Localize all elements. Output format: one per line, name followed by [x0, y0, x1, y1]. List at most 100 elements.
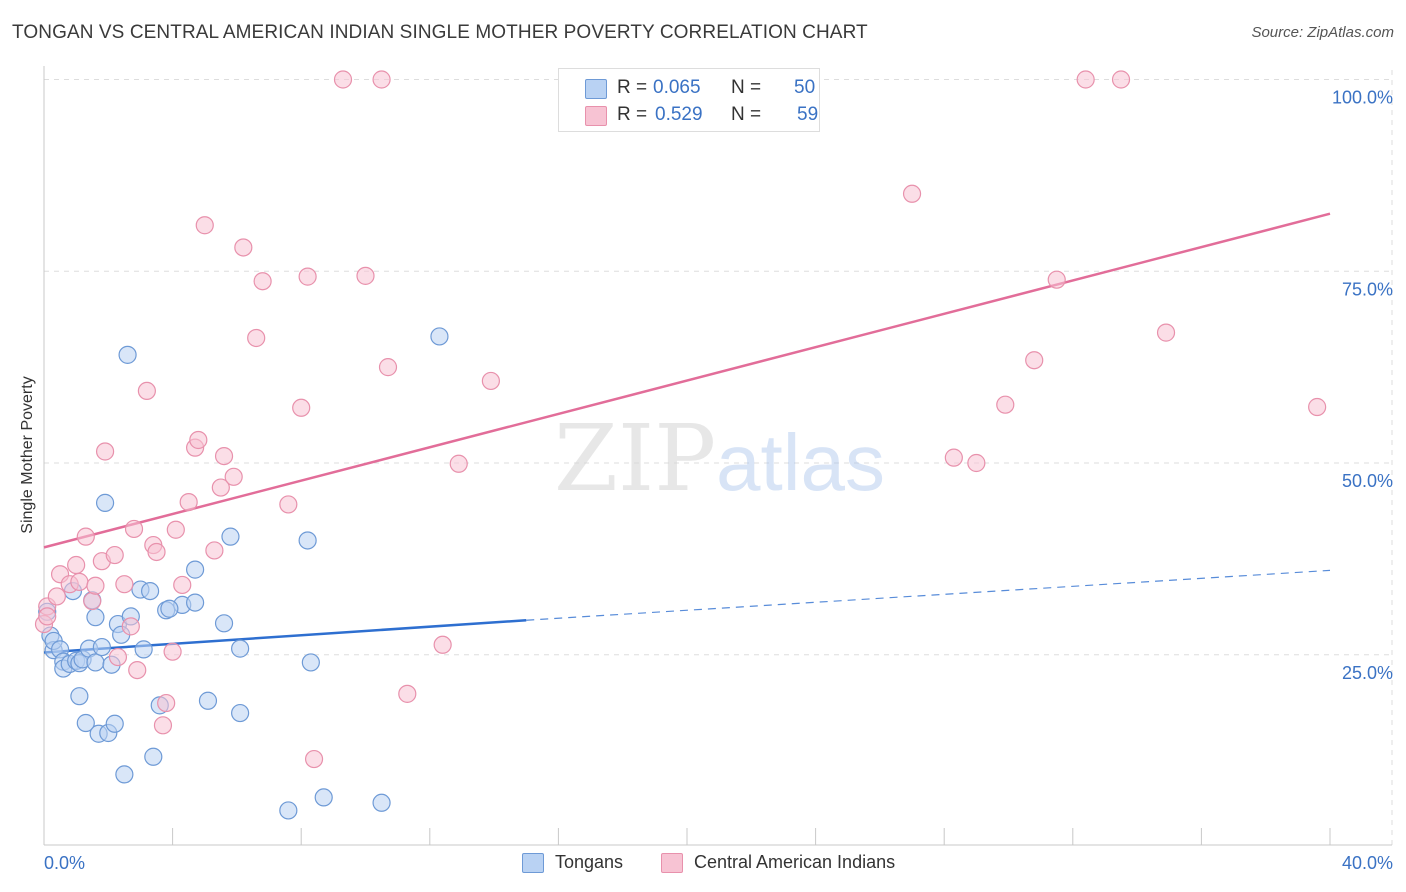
tongan-point: [144, 747, 163, 766]
central-american-indian-point: [108, 647, 128, 667]
central-american-indian-point: [124, 519, 144, 539]
central-american-indian-point: [944, 448, 963, 467]
legend-r-label: R =: [617, 77, 648, 98]
central-american-indian-point: [105, 545, 124, 565]
central-american-indian-point: [247, 328, 266, 348]
central-american-indian-point: [967, 453, 986, 473]
tongan-point: [298, 531, 317, 550]
central-american-indian-point: [67, 555, 86, 575]
central-american-indian-point: [205, 541, 224, 560]
tick-labels: 25.0% 50.0% 75.0% 100.0% 0.0% 40.0%: [44, 88, 1393, 874]
tongan-trend-line: [43, 618, 527, 654]
central-american-indian-point: [153, 716, 173, 735]
tongan-point: [92, 637, 111, 657]
y-tick-label: 75.0%: [1342, 279, 1393, 299]
central-american-indian-point: [372, 70, 391, 89]
central-american-indian-point: [157, 693, 176, 713]
central-american-indian-point: [1111, 70, 1131, 89]
central-american-indian-point: [195, 216, 214, 235]
tongan-point: [221, 527, 240, 546]
tongan-point: [231, 703, 250, 723]
bottom-legend-swatch-central-american-indians: [661, 853, 683, 873]
central-american-indian-point: [996, 395, 1015, 414]
central-american-indian-point: [86, 576, 105, 595]
y-tick-label: 25.0%: [1342, 663, 1393, 683]
central-american-indian-point: [1156, 323, 1176, 342]
central-american-indian-point: [115, 575, 134, 594]
central-american-indian-point: [163, 642, 182, 661]
data-points: [34, 70, 1327, 820]
central-american-indian-point: [38, 607, 57, 626]
central-american-indian-point: [76, 527, 95, 546]
tongan-point: [118, 345, 137, 364]
x-tick-label: 40.0%: [1342, 853, 1393, 873]
central-american-indian-point: [253, 272, 272, 291]
tongan-point: [301, 653, 320, 672]
central-american-indian-point: [83, 591, 102, 611]
central-american-indian-point: [121, 617, 140, 636]
tongan-point: [86, 653, 105, 672]
bottom-legend-label-central-american-indians: Central American Indians: [694, 852, 896, 872]
tongan-point: [70, 687, 89, 706]
tongan-point: [430, 327, 449, 346]
legend-r-value: 0.065: [653, 77, 701, 98]
x-tick-label: 0.0%: [44, 853, 85, 873]
bottom-legend-label-tongans: Tongans: [555, 852, 624, 872]
central-american-indian-point: [433, 635, 452, 654]
tongan-point: [214, 614, 234, 633]
tongan-point: [86, 608, 105, 627]
tongan-point: [76, 713, 95, 733]
central-american-indian-point: [173, 575, 192, 595]
central-american-indian-point: [224, 467, 243, 486]
central-american-indian-point: [902, 184, 922, 203]
grid-lines: [44, 70, 1393, 845]
central-american-indian-point: [356, 266, 375, 285]
central-american-indian-point: [47, 587, 66, 606]
central-american-indian-point: [378, 358, 398, 377]
central-american-indian-point: [481, 371, 500, 391]
tongan-trend-line-extension: [526, 569, 1331, 621]
tongan-point: [140, 581, 160, 601]
central-american-indian-point: [234, 238, 253, 257]
legend-swatch-central-american-indians: [585, 106, 607, 126]
y-tick-label: 100.0%: [1332, 88, 1393, 108]
legend-n-label: N =: [731, 104, 762, 125]
legend-r-value: 0.529: [655, 104, 703, 125]
central-american-indian-point: [214, 446, 234, 466]
source-label: Source: ZipAtlas.com: [1251, 24, 1394, 41]
tongan-point: [314, 788, 333, 807]
tongan-point: [231, 639, 250, 658]
central-american-indian-point: [292, 398, 311, 417]
central-american-indian-point: [147, 542, 166, 562]
central-american-indian-point: [1047, 270, 1066, 289]
legend-n-label: N =: [731, 77, 762, 98]
central-american-indian-point: [211, 478, 230, 497]
central-american-indian-point: [298, 267, 317, 286]
watermark: ZIP atlas: [554, 405, 885, 512]
tongan-point: [186, 560, 205, 579]
central-american-indian-point: [95, 442, 115, 461]
central-american-indian-point: [333, 70, 353, 89]
tongan-point: [279, 801, 298, 820]
bottom-legend-swatch-tongans: [522, 853, 544, 873]
tongan-point: [186, 593, 205, 612]
central-american-indian-point: [70, 572, 89, 591]
central-american-indian-point: [189, 430, 208, 450]
tongan-point: [372, 793, 391, 812]
central-american-indian-point: [1025, 351, 1044, 370]
central-american-indian-point: [304, 749, 324, 769]
central-american-indian-point: [166, 520, 185, 539]
axes: [43, 66, 1392, 846]
tongan-point: [134, 640, 153, 659]
legend: R = 0.065 N = 50 R = 0.529 N = 59: [558, 68, 820, 132]
central-american-indian-point: [449, 454, 468, 473]
tongan-point: [95, 493, 115, 512]
chart-title: TONGAN VS CENTRAL AMERICAN INDIAN SINGLE…: [12, 22, 868, 43]
tongan-point: [198, 691, 218, 710]
legend-n-value: 59: [797, 104, 819, 125]
tongan-point: [160, 599, 179, 618]
trend-lines: [43, 212, 1331, 654]
central-american-indian-point: [398, 684, 417, 703]
watermark-atlas: atlas: [716, 418, 885, 507]
